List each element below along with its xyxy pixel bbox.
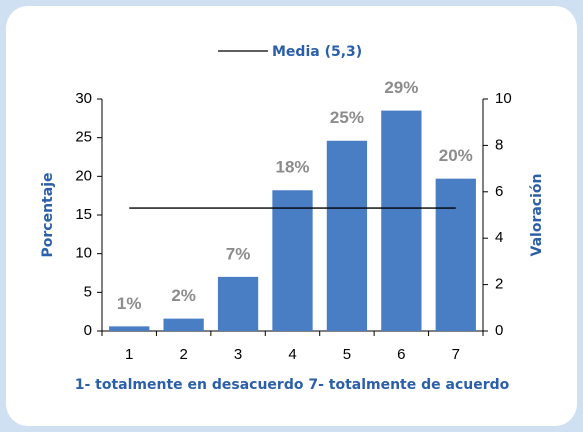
x-tick-label: 4 — [288, 346, 296, 363]
bar — [217, 276, 259, 331]
data-label: 29% — [384, 78, 418, 97]
x-tick-label: 3 — [234, 346, 242, 363]
x-tick-label: 1 — [125, 346, 133, 363]
x-tick-label: 7 — [452, 346, 460, 363]
bar — [272, 190, 313, 331]
y2-tick-label: 6 — [495, 183, 503, 200]
bar — [381, 110, 422, 331]
y-tick-label: 0 — [84, 322, 92, 339]
data-label: 1% — [117, 294, 142, 313]
y-tick-label: 30 — [75, 90, 92, 107]
x-tick-label: 2 — [179, 346, 187, 363]
bar — [435, 178, 476, 331]
y-tick-label: 5 — [84, 283, 92, 300]
y-tick-label: 15 — [75, 206, 92, 223]
x-tick-label: 6 — [397, 346, 405, 363]
bar — [163, 318, 204, 331]
bar — [109, 326, 150, 331]
bar — [326, 140, 368, 331]
data-label: 2% — [171, 286, 196, 305]
x-axis-title: 1- totalmente en desacuerdo 7- totalment… — [75, 377, 510, 393]
y-tick-label: 10 — [75, 245, 92, 262]
x-tick-label: 5 — [343, 346, 351, 363]
y2-tick-label: 10 — [495, 90, 512, 107]
y-tick-label: 25 — [75, 129, 92, 146]
y2-tick-label: 0 — [495, 322, 503, 339]
y2-axis-title: Valoración — [529, 174, 545, 257]
data-label: 7% — [226, 244, 251, 263]
data-label: 25% — [330, 108, 364, 127]
y2-tick-label: 4 — [495, 229, 503, 246]
data-label: 20% — [439, 146, 473, 165]
legend-label: Media (5,3) — [272, 44, 362, 60]
y-tick-label: 20 — [75, 167, 92, 184]
data-label: 18% — [275, 158, 309, 177]
y-axis-title: Porcentaje — [40, 173, 56, 258]
y2-tick-label: 8 — [495, 136, 503, 153]
y2-tick-label: 2 — [495, 276, 503, 293]
